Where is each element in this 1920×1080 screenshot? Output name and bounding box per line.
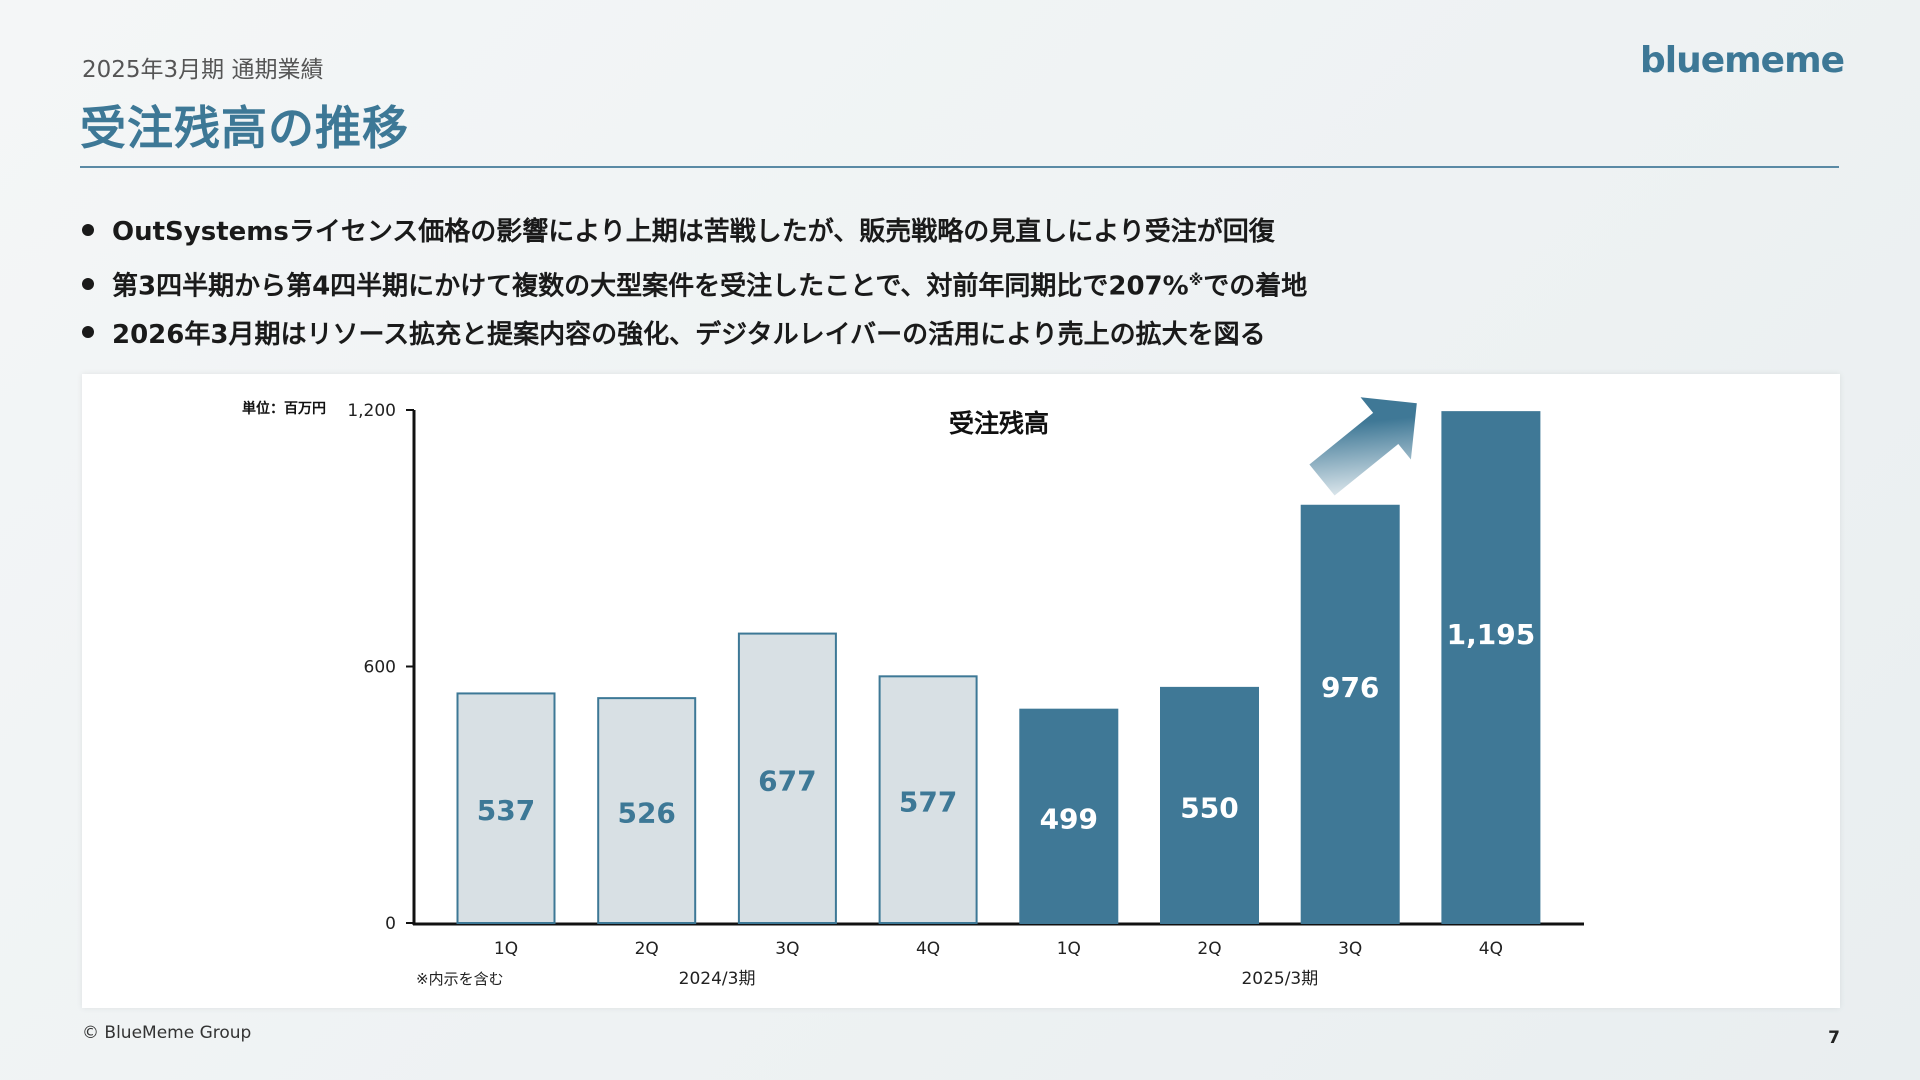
x-category-label: 3Q [1338, 939, 1362, 959]
bar-value-label: 677 [758, 764, 816, 797]
bar [456, 692, 556, 924]
x-category-label: 3Q [775, 939, 799, 959]
bullet-footnote-mark: ※ [1188, 271, 1204, 289]
bar [597, 697, 697, 925]
bullet-text: 2026年3月期はリソース拡充と提案内容の強化、デジタルレイバーの活用により売上… [112, 319, 1266, 350]
bar-value-label: 526 [617, 797, 675, 830]
page-subtitle: 2025年3月期 通期業績 [82, 57, 324, 83]
bullet-text: 第3四半期から第4四半期にかけて複数の大型案件を受注したことで、対前年同期比で2… [112, 271, 1189, 302]
bullet-item: 2026年3月期はリソース拡充と提案内容の強化、デジタルレイバーの活用により売上… [82, 311, 1307, 359]
bar-value-label: 976 [1321, 671, 1379, 704]
y-tick-label: 0 [385, 914, 396, 934]
chart-title: 受注残高 [949, 409, 1049, 438]
bullet-item: OutSystemsライセンス価格の影響により上期は苦戦したが、販売戦略の見直し… [82, 208, 1307, 256]
x-category-label: 2Q [1197, 939, 1221, 959]
y-tick-label: 600 [364, 658, 396, 678]
x-category-label: 4Q [1479, 939, 1503, 959]
bar-value-label: 499 [1040, 802, 1098, 835]
unit-label: 単位：百万円 [242, 400, 326, 417]
x-category-label: 4Q [916, 939, 940, 959]
bullet-dot-icon [82, 326, 94, 339]
bar-value-label: 537 [477, 794, 535, 827]
bar-value-label: 1,195 [1447, 618, 1536, 651]
bar [1441, 411, 1541, 924]
order-backlog-chart: 単位：百万円 受注残高 0 600 1,200 537 1Q 526 2Q 677 3Q 577 4… [242, 397, 1584, 989]
bullet-dot-icon [82, 223, 94, 236]
page-title: 受注残高の推移 [80, 101, 409, 155]
chart-marks: 0 600 1,200 537 1Q 526 2Q 677 3Q 577 4Q 499 1Q 550 2Q 9… [347, 401, 1541, 989]
bar-value-label: 550 [1180, 791, 1238, 824]
copyright: © BlueMeme Group [82, 1023, 252, 1043]
x-group-label: 2024/3期 [679, 969, 756, 989]
brand-logo: bluememe [1639, 40, 1845, 81]
x-category-label: 1Q [1057, 939, 1081, 959]
title-divider [80, 166, 1839, 168]
bullet-item: 第3四半期から第4四半期にかけて複数の大型案件を受注したことで、対前年同期比で2… [82, 256, 1307, 311]
chart-note: ※内示を含む [416, 970, 504, 988]
bullet-dot-icon [82, 278, 94, 291]
bullet-text: OutSystemsライセンス価格の影響により上期は苦戦したが、販売戦略の見直し… [112, 217, 1275, 247]
bullet-list: OutSystemsライセンス価格の影響により上期は苦戦したが、販売戦略の見直し… [82, 208, 1307, 359]
bar [878, 675, 978, 924]
bar [1300, 504, 1400, 924]
chart-panel: 単位：百万円 受注残高 0 600 1,200 537 1Q 526 2Q 677 3Q 577 4… [82, 374, 1840, 1008]
bar [737, 632, 837, 924]
page-number: 7 [1828, 1028, 1840, 1048]
bar [1019, 708, 1119, 924]
growth-arrow-icon [1309, 397, 1417, 496]
bullet-text-suffix: での着地 [1203, 271, 1308, 302]
x-category-label: 1Q [494, 939, 518, 959]
y-tick-label: 1,200 [347, 401, 396, 421]
bar [1160, 686, 1259, 924]
x-group-label: 2025/3期 [1241, 969, 1318, 989]
x-category-label: 2Q [635, 939, 659, 959]
bar-value-label: 577 [899, 786, 957, 819]
